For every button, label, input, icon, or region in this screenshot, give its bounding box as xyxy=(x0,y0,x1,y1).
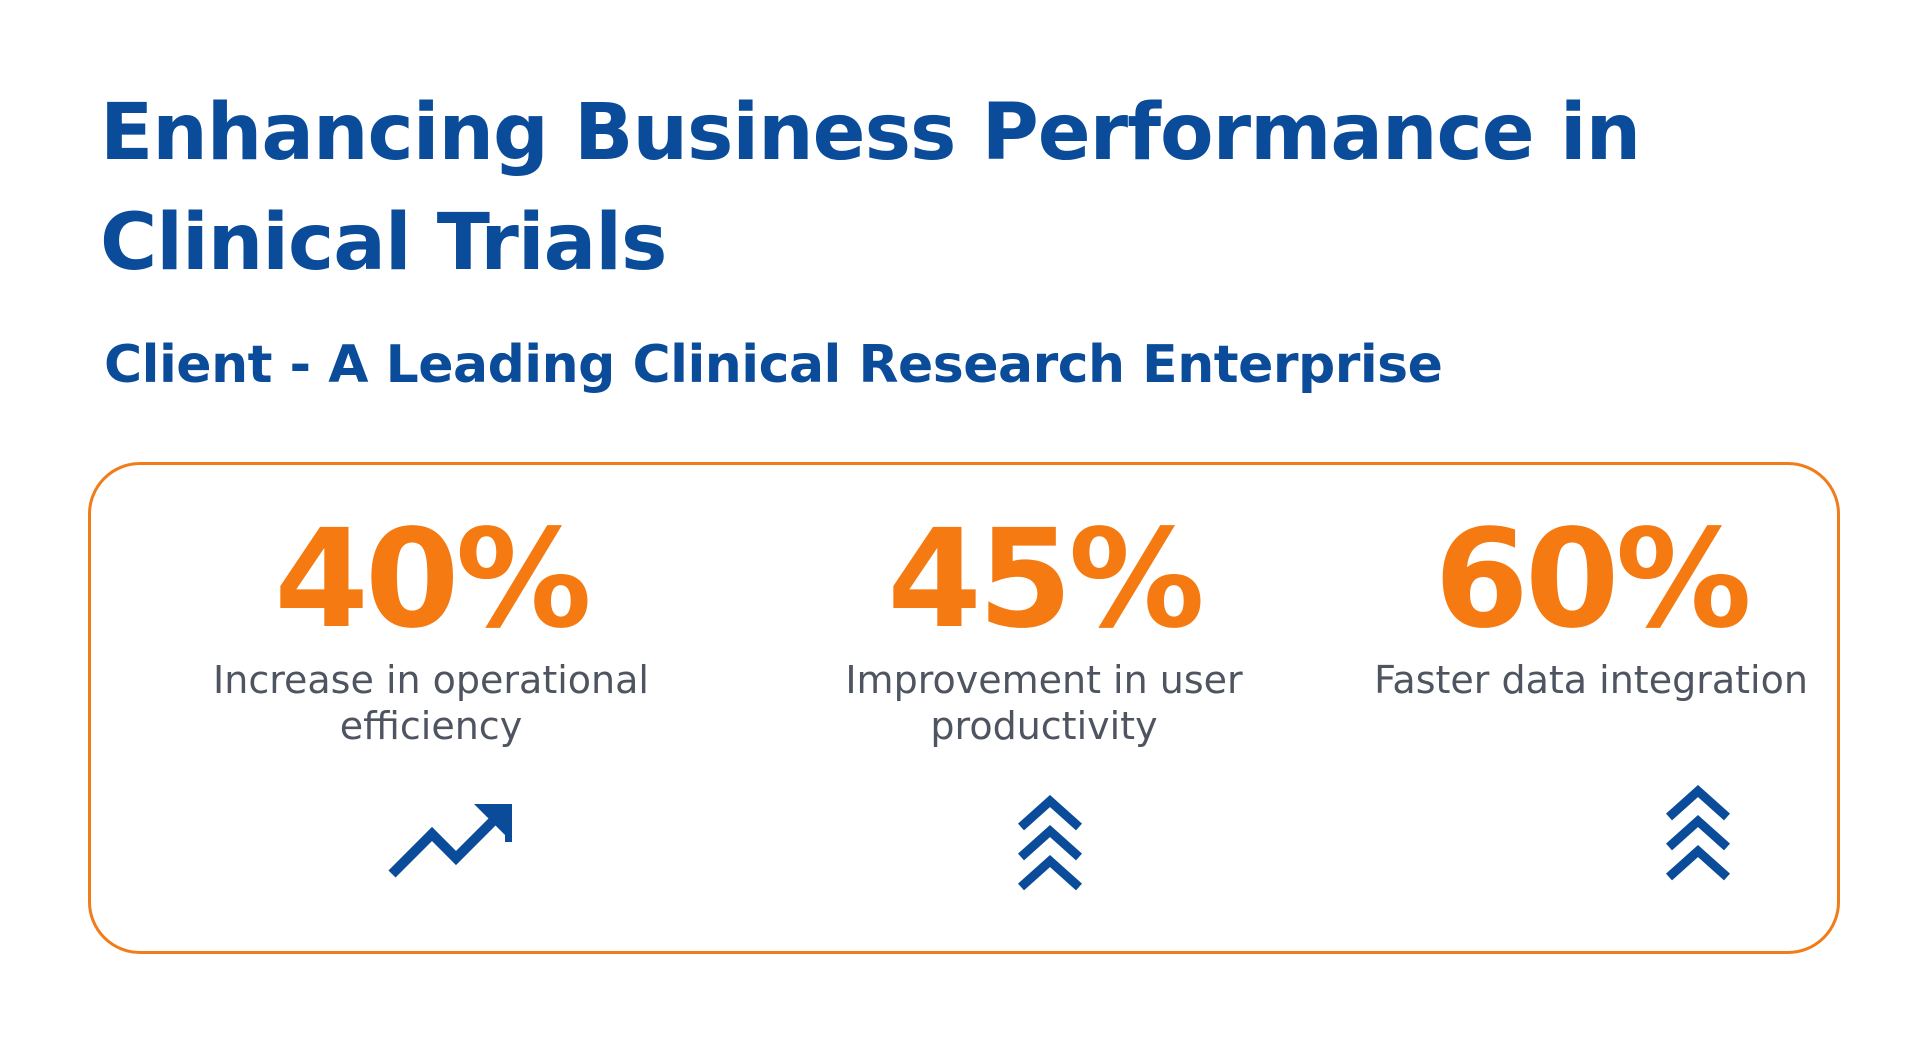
stat-label: Improvement in user productivity xyxy=(845,658,1243,748)
stat-value: 60% xyxy=(1434,501,1752,659)
stat-data-integration: 60% Faster data integration xyxy=(1341,465,1841,881)
page-title: Enhancing Business Performance in Clinic… xyxy=(100,88,1641,288)
client-subtitle: Client - A Leading Clinical Research Ent… xyxy=(104,335,1443,395)
stat-label: Increase in operational efficiency xyxy=(213,658,649,748)
stat-value: 40% xyxy=(274,501,592,659)
stat-label: Faster data integration xyxy=(1374,658,1808,702)
triple-chevron-up-icon xyxy=(1665,785,1731,881)
trending-up-arrow-icon xyxy=(388,804,512,878)
stat-value: 45% xyxy=(887,501,1205,659)
stat-operational-efficiency: 40% Increase in operational efficiency xyxy=(136,465,726,878)
stats-card: 40% Increase in operational efficiency 4… xyxy=(88,462,1840,954)
triple-chevron-up-icon xyxy=(1017,795,1083,891)
stat-user-productivity: 45% Improvement in user productivity xyxy=(749,465,1339,891)
